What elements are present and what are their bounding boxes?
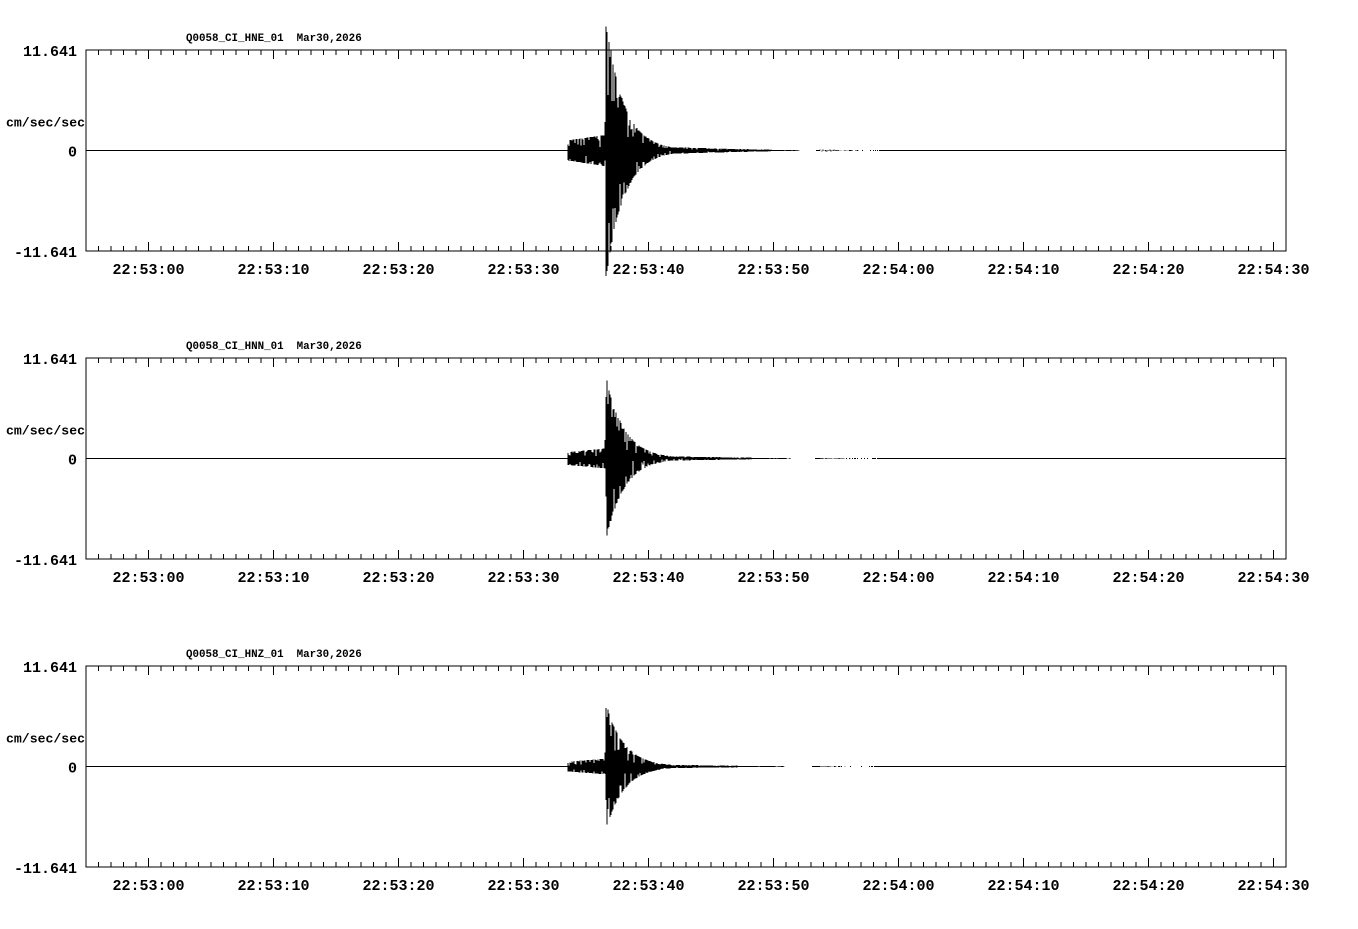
svg-text:22:54:10: 22:54:10	[987, 878, 1059, 895]
svg-text:22:53:10: 22:53:10	[237, 570, 309, 587]
svg-text:-11.641: -11.641	[14, 861, 77, 878]
svg-text:22:53:40: 22:53:40	[612, 570, 684, 587]
svg-text:22:54:30: 22:54:30	[1237, 570, 1309, 587]
svg-text:22:53:00: 22:53:00	[112, 570, 184, 587]
svg-text:22:53:20: 22:53:20	[362, 570, 434, 587]
svg-text:22:53:00: 22:53:00	[112, 878, 184, 895]
svg-text:22:54:00: 22:54:00	[862, 878, 934, 895]
svg-text:22:54:20: 22:54:20	[1112, 570, 1184, 587]
svg-text:cm/sec/sec: cm/sec/sec	[6, 424, 85, 439]
svg-text:22:54:20: 22:54:20	[1112, 262, 1184, 279]
svg-text:-11.641: -11.641	[14, 245, 77, 262]
svg-text:22:53:40: 22:53:40	[612, 262, 684, 279]
svg-text:cm/sec/sec: cm/sec/sec	[6, 116, 85, 131]
svg-text:22:53:30: 22:53:30	[487, 570, 559, 587]
svg-text:22:53:00: 22:53:00	[112, 262, 184, 279]
svg-text:Q0058_CI_HNE_01 Mar30,2026: Q0058_CI_HNE_01 Mar30,2026	[186, 33, 362, 45]
svg-text:22:54:30: 22:54:30	[1237, 878, 1309, 895]
svg-text:22:53:30: 22:53:30	[487, 262, 559, 279]
svg-text:22:54:10: 22:54:10	[987, 570, 1059, 587]
svg-text:22:54:00: 22:54:00	[862, 262, 934, 279]
svg-text:22:54:00: 22:54:00	[862, 570, 934, 587]
svg-text:22:53:10: 22:53:10	[237, 878, 309, 895]
svg-text:Q0058_CI_HNZ_01 Mar30,2026: Q0058_CI_HNZ_01 Mar30,2026	[186, 649, 362, 661]
svg-text:22:53:50: 22:53:50	[737, 262, 809, 279]
svg-text:22:54:10: 22:54:10	[987, 262, 1059, 279]
svg-text:22:53:30: 22:53:30	[487, 878, 559, 895]
svg-text:11.641: 11.641	[23, 660, 77, 677]
svg-text:22:53:20: 22:53:20	[362, 262, 434, 279]
svg-text:22:53:10: 22:53:10	[237, 262, 309, 279]
svg-text:22:53:40: 22:53:40	[612, 878, 684, 895]
svg-text:22:53:20: 22:53:20	[362, 878, 434, 895]
svg-text:0: 0	[68, 145, 77, 162]
svg-text:0: 0	[68, 453, 77, 470]
svg-text:22:54:20: 22:54:20	[1112, 878, 1184, 895]
svg-text:22:54:30: 22:54:30	[1237, 262, 1309, 279]
svg-text:11.641: 11.641	[23, 352, 77, 369]
svg-text:-11.641: -11.641	[14, 553, 77, 570]
svg-text:0: 0	[68, 761, 77, 778]
svg-text:11.641: 11.641	[23, 44, 77, 61]
svg-text:22:53:50: 22:53:50	[737, 878, 809, 895]
svg-text:22:53:50: 22:53:50	[737, 570, 809, 587]
svg-text:cm/sec/sec: cm/sec/sec	[6, 732, 85, 747]
svg-text:Q0058_CI_HNN_01 Mar30,2026: Q0058_CI_HNN_01 Mar30,2026	[186, 341, 362, 353]
